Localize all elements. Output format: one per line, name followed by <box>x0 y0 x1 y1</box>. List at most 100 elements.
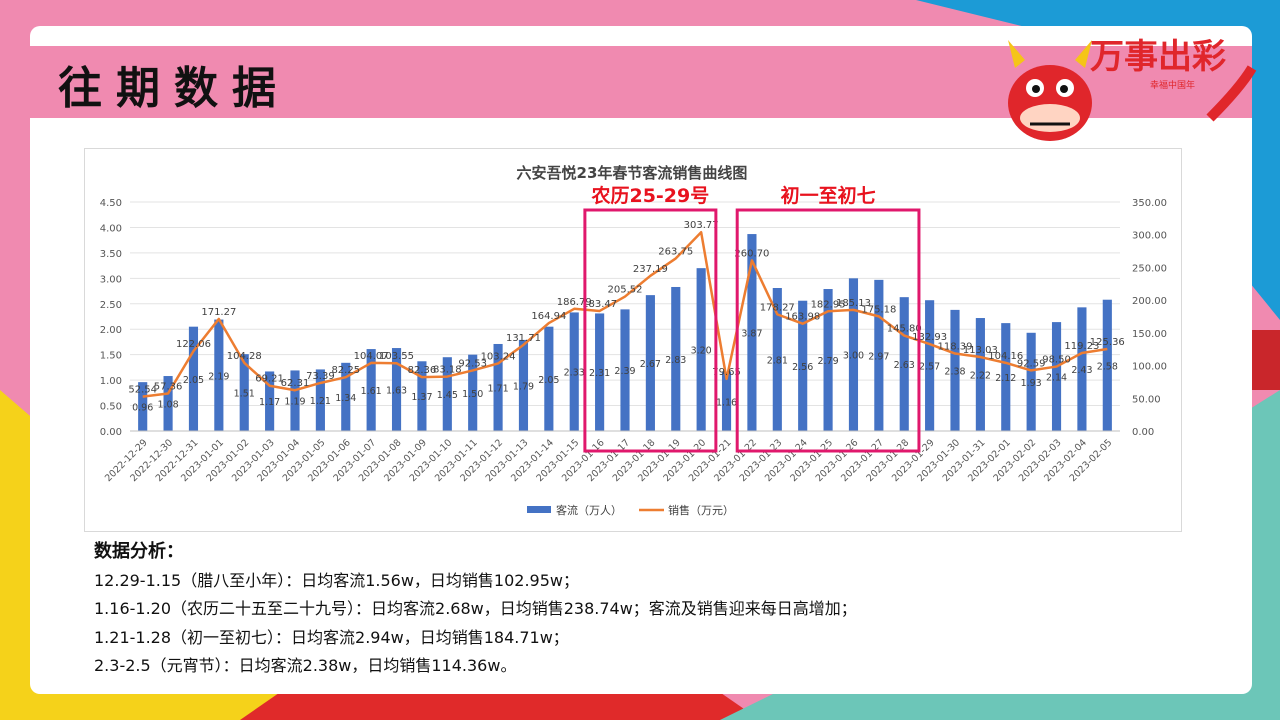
bar <box>721 371 732 431</box>
legend-line-label: 销售（万元） <box>668 503 734 517</box>
bar <box>366 349 376 431</box>
line-value-label: 104.28 <box>227 351 262 362</box>
bar-value-label: 3.87 <box>741 329 762 340</box>
line-value-label: 57.36 <box>154 381 183 392</box>
y-left-tick-label: 2.50 <box>100 300 122 311</box>
line-value-label: 163.98 <box>785 312 820 323</box>
bar-value-label: 2.31 <box>589 368 610 379</box>
bar <box>595 313 605 431</box>
bar <box>468 354 478 431</box>
line-value-label: 125.36 <box>1090 337 1125 348</box>
analysis-line: 1.16-1.20（农历二十五至二十九号）：日均客流2.68w，日均销售238.… <box>94 599 857 618</box>
dragon-mascot-icon <box>1008 40 1092 141</box>
sales-line <box>142 230 1108 398</box>
line-value-label: 132.93 <box>912 332 947 343</box>
highlight-box <box>735 208 921 453</box>
bar-value-label: 1.08 <box>157 400 178 411</box>
bar-value-label: 2.56 <box>792 362 813 373</box>
line-value-label: 185.13 <box>836 298 871 309</box>
line-value-label: 82.25 <box>331 365 360 376</box>
bar <box>950 309 960 431</box>
line-value-label: 164.94 <box>531 311 566 322</box>
bar <box>1001 323 1011 431</box>
line-value-label: 183.47 <box>582 299 617 310</box>
bar-value-label: 2.39 <box>614 366 635 377</box>
bar-value-label: 2.58 <box>1097 361 1118 372</box>
highlight-box <box>583 208 718 453</box>
bar <box>823 289 833 431</box>
bar-value-label: 2.33 <box>564 368 585 379</box>
highlight-label: 初一至初七 <box>781 184 876 207</box>
bar <box>265 371 275 431</box>
bar-value-label: 1.21 <box>310 396 331 407</box>
line-value-label: 104.07 <box>354 351 389 362</box>
line-value-label: 82.36 <box>408 365 437 376</box>
bar <box>696 268 706 431</box>
line-value-label: 178.27 <box>760 302 795 313</box>
bar-value-label: 1.63 <box>386 386 407 397</box>
line-value-label: 62.31 <box>281 378 310 389</box>
line-value-label: 104.16 <box>988 351 1023 362</box>
bar <box>417 361 427 431</box>
bar <box>391 348 402 431</box>
chart-title: 六安吾悦23年春节客流销售曲线图 <box>517 164 748 182</box>
line-value-label: 122.06 <box>176 339 211 350</box>
dragon-logo: 万事出彩 幸福中国年 <box>1008 37 1257 141</box>
bar <box>214 319 224 431</box>
bar-value-label: 3.00 <box>843 351 864 362</box>
line-value-label: 103.55 <box>379 351 414 362</box>
bar-value-label: 1.79 <box>513 381 534 392</box>
line-value-label: 103.24 <box>481 351 516 362</box>
svg-text:幸福中国年: 幸福中国年 <box>1150 79 1195 91</box>
y-right-tick-label: 150.00 <box>1132 329 1167 340</box>
y-right-tick-label: 350.00 <box>1132 198 1167 209</box>
bar <box>848 278 859 431</box>
y-left-tick-label: 4.00 <box>100 223 122 234</box>
bar <box>772 288 782 431</box>
page-title: 往期数据 <box>58 63 290 114</box>
sales-traffic-chart: 六安吾悦23年春节客流销售曲线图 0.96 1.08 2.05 2.19 1.51 1.1… <box>100 164 1167 517</box>
bar-value-label: 2.57 <box>919 362 940 373</box>
bar <box>645 295 655 431</box>
bar-value-label: 2.67 <box>640 359 661 370</box>
bar-value-label: 1.16 <box>716 397 737 408</box>
legend-bar-label: 客流（万人） <box>556 503 622 517</box>
line-series <box>142 230 1108 398</box>
analysis-heading: 数据分析： <box>94 541 184 562</box>
bar-value-label: 2.81 <box>767 356 788 367</box>
bar-value-label: 2.43 <box>1071 365 1092 376</box>
line-value-label: 92.53 <box>458 358 487 369</box>
bar <box>493 343 503 431</box>
line-value-label: 69.21 <box>255 374 284 385</box>
bar-value-label: 2.79 <box>817 356 838 367</box>
line-value-label: 182.95 <box>811 299 846 310</box>
bar <box>747 234 757 431</box>
y-right-tick-label: 250.00 <box>1132 263 1167 274</box>
bar <box>874 279 884 431</box>
bar-value-label: 2.63 <box>894 360 915 371</box>
bar-value-label: 1.19 <box>284 397 305 408</box>
line-value-label: 118.39 <box>938 342 973 353</box>
bar <box>1077 307 1087 431</box>
line-value-label: 237.19 <box>633 264 668 275</box>
legend-bar-swatch <box>527 506 551 513</box>
bar-value-label: 1.51 <box>234 389 255 400</box>
bar-value-label: 2.14 <box>1046 373 1067 384</box>
bar-value-label: 1.50 <box>462 389 483 400</box>
y-right-tick-label: 300.00 <box>1132 231 1167 242</box>
svg-text:万事出彩: 万事出彩 <box>1090 37 1226 77</box>
line-value-label: 92.59 <box>1017 358 1046 369</box>
bar-value-label: 1.45 <box>437 390 458 401</box>
line-value-label: 186.79 <box>557 297 592 308</box>
bar-value-label: 1.17 <box>259 397 280 408</box>
bar <box>163 376 173 431</box>
y-right-tick-label: 100.00 <box>1132 362 1167 373</box>
line-value-label: 263.75 <box>658 246 693 257</box>
bar <box>290 370 300 431</box>
bar-value-label: 1.61 <box>361 386 382 397</box>
analysis-line: 12.29-1.15（腊八至小年）：日均客流1.56w，日均销售102.95w； <box>94 570 579 590</box>
highlight-boxes: 农历25-29号 初一至初七 <box>583 184 921 453</box>
line-value-label: 171.27 <box>201 307 236 318</box>
analysis-line: 2.3-2.5（元宵节）：日均客流2.38w，日均销售114.36w。 <box>94 656 517 675</box>
bar-value-label: 1.34 <box>335 393 356 404</box>
